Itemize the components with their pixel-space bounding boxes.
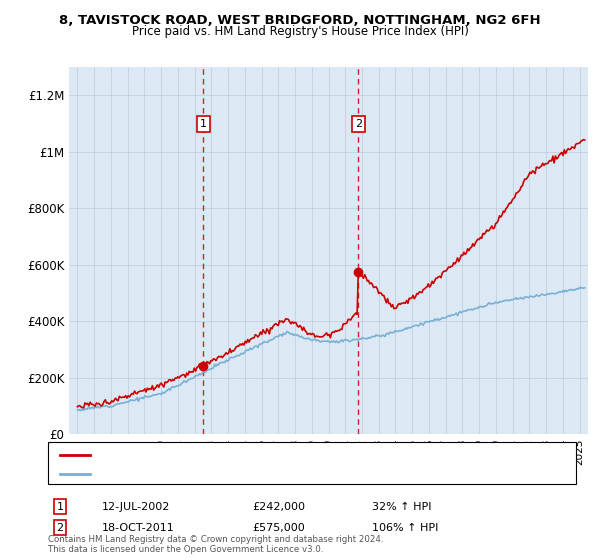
Text: 1: 1: [200, 119, 207, 129]
Text: 8, TAVISTOCK ROAD, WEST BRIDGFORD, NOTTINGHAM, NG2 6FH (detached house): 8, TAVISTOCK ROAD, WEST BRIDGFORD, NOTTI…: [96, 450, 527, 460]
Text: 106% ↑ HPI: 106% ↑ HPI: [372, 522, 439, 533]
Text: £242,000: £242,000: [252, 502, 305, 512]
Text: Price paid vs. HM Land Registry's House Price Index (HPI): Price paid vs. HM Land Registry's House …: [131, 25, 469, 38]
Text: 32% ↑ HPI: 32% ↑ HPI: [372, 502, 431, 512]
Text: £575,000: £575,000: [252, 522, 305, 533]
Text: 1: 1: [56, 502, 64, 512]
Text: 18-OCT-2011: 18-OCT-2011: [102, 522, 175, 533]
Text: Contains HM Land Registry data © Crown copyright and database right 2024.
This d: Contains HM Land Registry data © Crown c…: [48, 535, 383, 554]
Text: 12-JUL-2002: 12-JUL-2002: [102, 502, 170, 512]
Text: 2: 2: [355, 119, 362, 129]
Text: HPI: Average price, detached house, Rushcliffe: HPI: Average price, detached house, Rush…: [96, 469, 340, 479]
Text: 8, TAVISTOCK ROAD, WEST BRIDGFORD, NOTTINGHAM, NG2 6FH: 8, TAVISTOCK ROAD, WEST BRIDGFORD, NOTTI…: [59, 14, 541, 27]
Text: 2: 2: [56, 522, 64, 533]
